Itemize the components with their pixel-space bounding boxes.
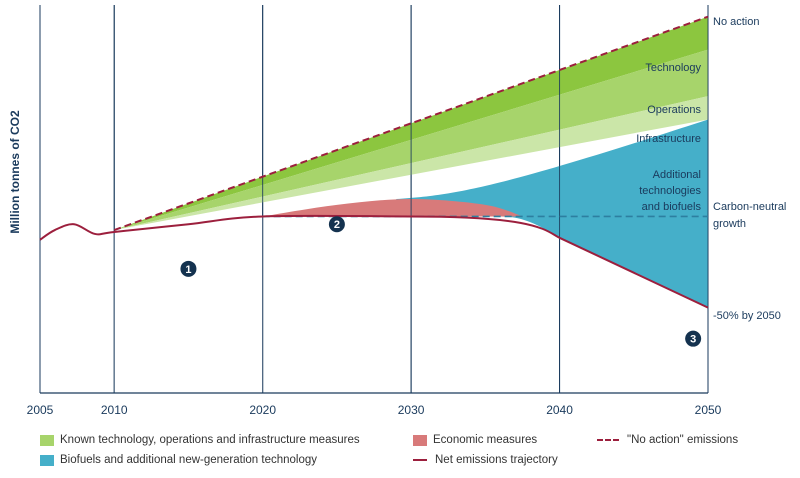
legend-line-dashed <box>597 439 619 441</box>
step-marker-circle <box>328 216 345 233</box>
label-infrastructure: Infrastructure <box>636 133 701 145</box>
legend-label: Biofuels and additional new-generation t… <box>60 454 318 466</box>
legend-line-solid <box>413 459 427 461</box>
step-marker-label: 3 <box>690 334 696 346</box>
legend-label: Known technology, operations and infrast… <box>60 434 360 446</box>
step-marker-circle <box>180 260 197 277</box>
label-additional-1: Additional <box>653 169 701 181</box>
series-no-action-line <box>113 15 709 231</box>
legend-swatch-blue <box>40 454 54 466</box>
legend-item-biofuels: Biofuels and additional new-generation t… <box>40 454 317 466</box>
label-technology: Technology <box>645 62 701 74</box>
label-carbon-neutral-1: Carbon-neutral <box>713 201 786 213</box>
x-tick-label: 2030 <box>398 403 425 417</box>
x-tick-label: 2010 <box>101 403 128 417</box>
label-operations: Operations <box>647 104 701 116</box>
label-additional-2: technologies <box>639 185 701 197</box>
step-marker-label: 2 <box>334 219 340 231</box>
series-lines <box>39 15 709 309</box>
x-tick-label: 2020 <box>249 403 276 417</box>
label-carbon-neutral-2: growth <box>713 218 746 230</box>
area-additional-technologies-and-biofuels <box>396 119 708 308</box>
legend-label: Net emissions trajectory <box>435 454 558 466</box>
legend-label: "No action" emissions <box>627 434 739 446</box>
legend-item-net-trajectory: Net emissions trajectory <box>413 454 558 466</box>
label-no-action: No action <box>713 16 759 28</box>
x-tick-label: 2040 <box>546 403 573 417</box>
step-markers: 1 2 3 <box>180 216 702 347</box>
area-economic-measures <box>262 199 523 217</box>
series-net-trajectory-line <box>39 214 709 309</box>
legend-item-known-measures: Known technology, operations and infrast… <box>40 434 360 446</box>
legend-swatch-green <box>40 434 54 446</box>
legend-label: Economic measures <box>433 434 538 446</box>
label-additional-3: and biofuels <box>642 201 702 213</box>
x-tick-label: 2005 <box>27 403 54 417</box>
legend-item-no-action: "No action" emissions <box>597 434 738 446</box>
x-tick-label: 2050 <box>695 403 722 417</box>
area-mask <box>114 216 263 393</box>
x-axis: 2005 2010 2020 2030 2040 2050 <box>27 392 722 417</box>
legend-item-economic: Economic measures <box>413 434 537 446</box>
step-marker-circle <box>685 330 702 347</box>
step-marker-label: 1 <box>185 264 191 276</box>
label-minus-50: -50% by 2050 <box>713 310 781 322</box>
legend-swatch-red <box>413 434 427 446</box>
